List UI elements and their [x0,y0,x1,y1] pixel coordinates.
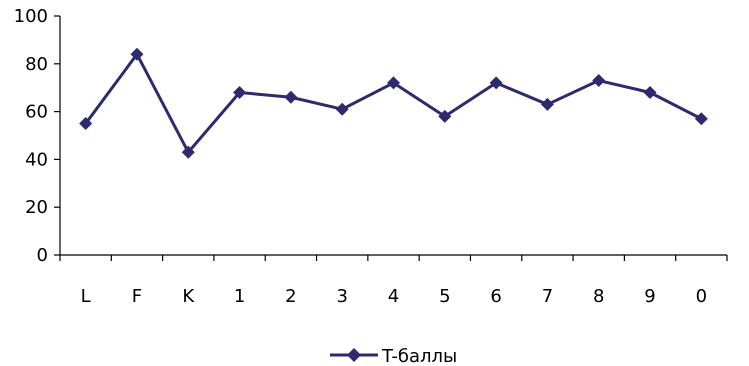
x-tick-label: 1 [234,286,245,307]
data-point-diamond [130,47,144,61]
y-tick-label: 20 [25,197,48,218]
data-point-diamond [694,112,708,126]
data-point-diamond [335,102,349,116]
data-point-diamond [181,145,195,159]
x-tick-label: 0 [696,286,707,307]
x-tick-label: 2 [285,286,296,307]
data-point-diamond [438,109,452,123]
data-point-diamond [387,76,400,90]
data-point-diamond [540,97,554,111]
series-layer [79,47,708,159]
data-point-diamond [643,85,657,99]
x-tick-label: L [81,286,91,307]
y-tick-label: 0 [37,245,48,266]
legend-label: T-баллы [381,346,457,366]
legend-diamond-marker-icon [347,348,361,362]
x-tick-label: 9 [644,286,655,307]
series-line [84,52,703,154]
y-tick-label: 80 [25,54,48,75]
data-point-diamond [284,90,298,104]
x-tick-label: 3 [336,286,347,307]
x-tick-label: 7 [542,286,553,307]
data-point-diamond [592,74,606,88]
data-point-diamond [79,117,93,131]
data-point-diamond [489,76,503,90]
x-tick-label: 5 [439,286,450,307]
x-axis: L F K 1 2 3 4 5 6 7 8 9 0 [59,254,728,307]
y-tick-label: 100 [14,6,48,27]
y-tick-label: 40 [25,149,48,170]
data-point-diamond [233,85,247,99]
x-tick-label: F [132,286,142,307]
x-tick-label: 8 [593,286,604,307]
x-tick-label: 6 [490,286,501,307]
y-tick-label: 60 [25,102,48,123]
x-tick-label: 4 [388,286,399,307]
legend: T-баллы [330,346,457,366]
y-axis: 0 20 40 60 80 100 [14,6,61,266]
x-tick-label: K [182,286,195,307]
